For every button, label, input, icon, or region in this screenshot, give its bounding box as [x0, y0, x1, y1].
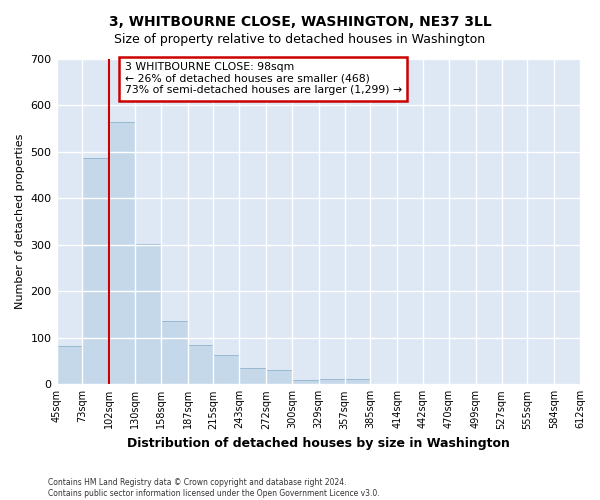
- X-axis label: Distribution of detached houses by size in Washington: Distribution of detached houses by size …: [127, 437, 510, 450]
- Bar: [188, 345, 214, 385]
- Text: 3 WHITBOURNE CLOSE: 98sqm
← 26% of detached houses are smaller (468)
73% of semi: 3 WHITBOURNE CLOSE: 98sqm ← 26% of detac…: [125, 62, 402, 96]
- Bar: [214, 355, 239, 384]
- Y-axis label: Number of detached properties: Number of detached properties: [15, 134, 25, 310]
- Text: Size of property relative to detached houses in Washington: Size of property relative to detached ho…: [115, 32, 485, 46]
- Bar: [56, 346, 82, 385]
- Bar: [344, 379, 370, 384]
- Text: 3, WHITBOURNE CLOSE, WASHINGTON, NE37 3LL: 3, WHITBOURNE CLOSE, WASHINGTON, NE37 3L…: [109, 15, 491, 29]
- Bar: [109, 122, 135, 384]
- Bar: [239, 368, 266, 384]
- Text: Contains HM Land Registry data © Crown copyright and database right 2024.
Contai: Contains HM Land Registry data © Crown c…: [48, 478, 380, 498]
- Bar: [319, 379, 344, 384]
- Bar: [292, 380, 319, 384]
- Bar: [82, 158, 109, 384]
- Bar: [135, 244, 161, 384]
- Bar: [266, 370, 292, 384]
- Bar: [161, 320, 188, 384]
